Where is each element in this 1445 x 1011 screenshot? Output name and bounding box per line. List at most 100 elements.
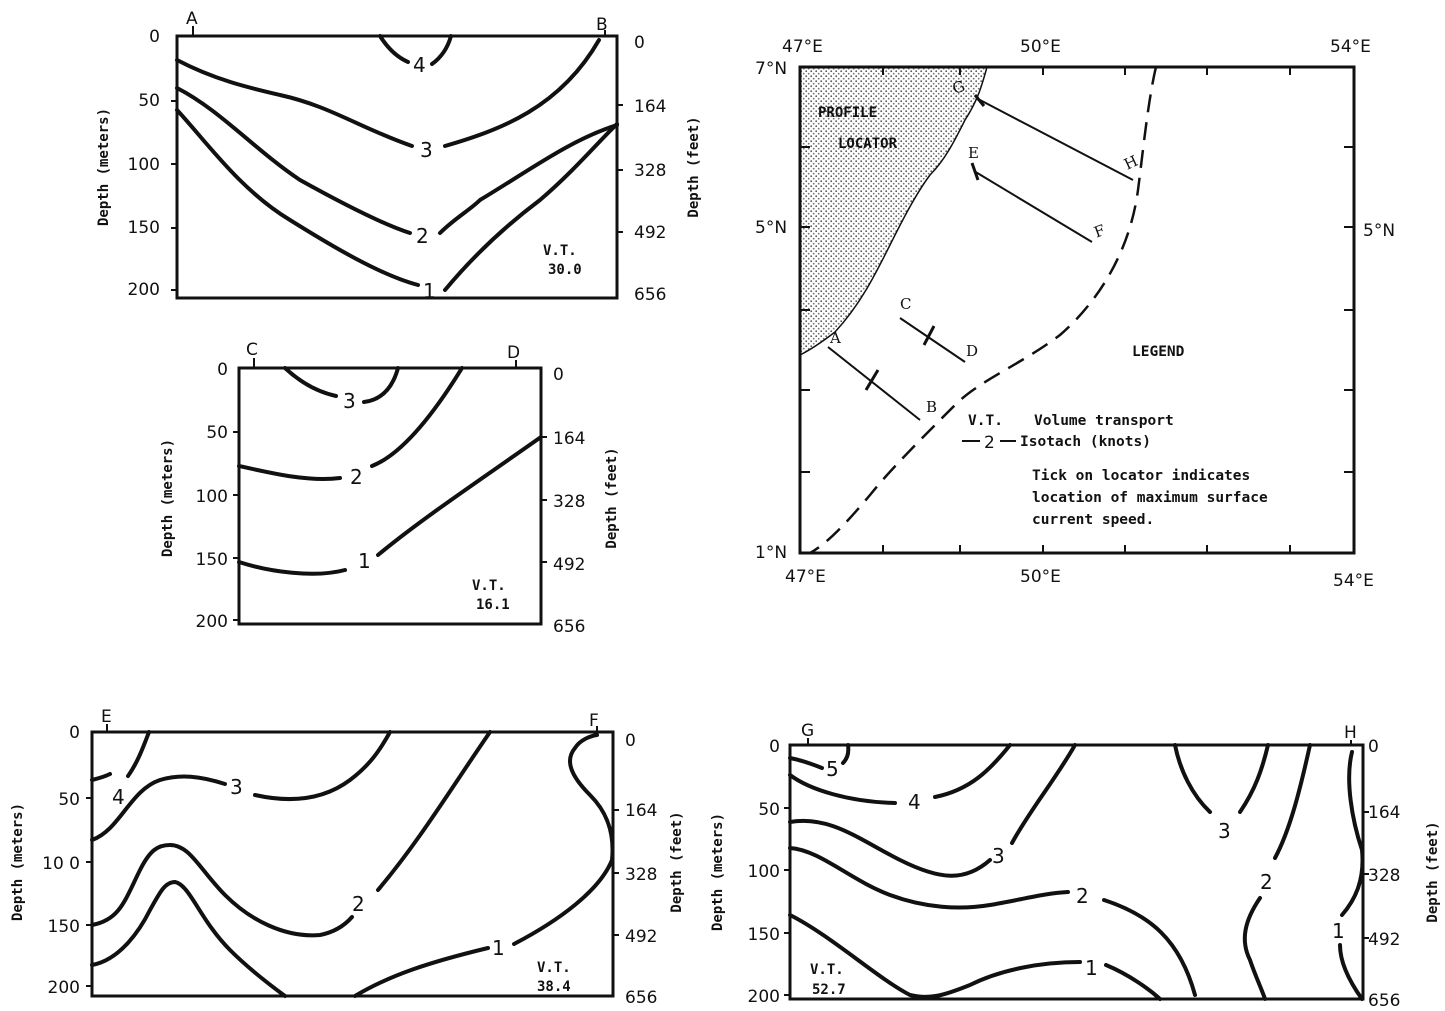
isotach-label: 2 xyxy=(352,892,365,916)
isotach-line xyxy=(443,122,619,292)
isotach-line xyxy=(788,818,992,878)
feet-label: 328 xyxy=(634,161,666,181)
feet-label: 0 xyxy=(625,731,636,751)
profile-ab-isotachs: 4 3 2 1 xyxy=(175,34,619,303)
isotach-line xyxy=(376,435,543,557)
profile-ab-feet-ticks: 0 164 328 492 656 xyxy=(617,33,666,305)
feet-label: 656 xyxy=(553,617,585,637)
isotach-label: 3 xyxy=(420,138,433,162)
meter-label: 0 xyxy=(69,723,80,743)
feet-label: 164 xyxy=(634,97,666,117)
profile-lines xyxy=(827,94,1134,421)
isotach-line xyxy=(443,38,601,148)
profile-line-gh xyxy=(979,99,1134,181)
profile-ef-end-label: F xyxy=(589,711,599,731)
meter-label: 150 xyxy=(196,550,228,570)
profile-cd-isotachs: 3 2 1 xyxy=(237,366,543,576)
lon-label: 50°E xyxy=(1020,37,1061,57)
meter-label: 50 xyxy=(758,800,780,820)
isotach-line xyxy=(353,946,490,998)
profile-line-cd xyxy=(899,317,966,363)
lat-label: 5°N xyxy=(1363,221,1395,241)
legend-iso-key: 2 xyxy=(984,433,995,453)
meter-label: 150 xyxy=(48,917,80,937)
locator-title-line2: LOCATOR xyxy=(838,136,898,152)
isotach-label: 1 xyxy=(1085,956,1098,980)
isotach-line xyxy=(430,34,453,66)
land-mass xyxy=(799,66,988,357)
lat-label: 1°N xyxy=(755,543,787,563)
point-label-h: H xyxy=(1121,152,1140,174)
isotach-line xyxy=(512,733,615,946)
meter-label: 200 xyxy=(128,280,160,300)
legend-iso-desc: Isotach (knots) xyxy=(1020,434,1151,450)
point-label-b: B xyxy=(926,398,937,416)
profile-ef-start-label: E xyxy=(101,707,112,727)
profile-locator-map: PROFILE LOCATOR xyxy=(755,37,1395,591)
isotach-line xyxy=(237,560,347,576)
isotach-label: 4 xyxy=(908,790,921,814)
isotach-label: 2 xyxy=(416,224,429,248)
profile-gh-meter-ticks: 0 50 100 150 200 xyxy=(748,737,790,1007)
profile-ef-isotachs: 4 3 2 1 xyxy=(90,730,615,998)
isotach-line xyxy=(1338,943,1364,1001)
isotach-line xyxy=(1273,743,1312,860)
profile-ef-meters-title: Depth (meters) xyxy=(10,803,26,921)
isotach-line xyxy=(933,743,1012,799)
point-label-e: E xyxy=(968,144,979,162)
isotach-label: 4 xyxy=(413,53,426,77)
profile-ab-meter-ticks: 0 50 100 150 200 xyxy=(128,27,177,300)
profile-line-ef xyxy=(973,170,1093,243)
profile-cd-end-label: D xyxy=(507,343,520,363)
profile-cd: C D 0 50 100 150 200 0 164 328 492 656 D… xyxy=(160,340,620,637)
isotach-line xyxy=(283,366,338,398)
isotach-line xyxy=(90,879,287,998)
isotach-line xyxy=(438,123,619,235)
profile-ab-vt-label: V.T. xyxy=(543,243,577,259)
meter-label: 100 xyxy=(748,862,780,882)
profile-ab-feet-title: Depth (feet) xyxy=(686,116,702,217)
lon-label: 54°E xyxy=(1330,37,1371,57)
feet-label: 164 xyxy=(1368,803,1400,823)
feet-label: 656 xyxy=(1368,991,1400,1011)
point-label-c: C xyxy=(900,295,911,313)
meter-label: 50 xyxy=(138,91,160,111)
isotach-line xyxy=(788,846,1070,910)
profile-gh-feet-ticks: 0 164 328 492 656 xyxy=(1363,737,1400,1011)
meter-label: 0 xyxy=(217,360,228,380)
isotach-label: 4 xyxy=(112,785,125,809)
feet-label: 656 xyxy=(634,285,666,305)
isotach-label: 2 xyxy=(1260,870,1273,894)
isotach-line xyxy=(841,743,851,765)
isotach-line xyxy=(1010,743,1077,845)
profile-gh-vt-label: V.T. xyxy=(810,962,844,978)
legend-vt-desc: Volume transport xyxy=(1034,413,1174,429)
profile-ef-vt-label: V.T. xyxy=(537,960,571,976)
point-label-f: F xyxy=(1092,221,1108,241)
isotach-label: 2 xyxy=(1076,884,1089,908)
isotach-label: 1 xyxy=(1332,919,1345,943)
isotach-line xyxy=(1242,896,1267,1001)
profile-cd-meter-ticks: 0 50 100 150 200 xyxy=(196,360,239,632)
isotach-label: 3 xyxy=(230,775,243,799)
isotach-line xyxy=(362,366,400,404)
meter-label: 200 xyxy=(48,978,80,998)
feet-label: 0 xyxy=(553,365,564,385)
profile-ab-start-label: A xyxy=(186,9,198,29)
isotach-line xyxy=(788,773,897,805)
feet-label: 0 xyxy=(634,33,645,53)
meter-label: 10 0 xyxy=(42,854,80,874)
profile-ef-feet-title: Depth (feet) xyxy=(669,811,685,912)
legend-note-line1: Tick on locator indicates xyxy=(1032,468,1250,484)
feet-label: 492 xyxy=(634,223,666,243)
meter-label: 100 xyxy=(196,487,228,507)
meter-label: 150 xyxy=(748,925,780,945)
profile-gh-isotachs: 5 4 3 2 1 3 2 1 xyxy=(788,743,1365,1001)
isotach-line xyxy=(788,756,824,770)
profile-cd-feet-title: Depth (feet) xyxy=(604,447,620,548)
isotach-line xyxy=(378,34,410,64)
map-ticks xyxy=(800,67,1354,553)
isotach-line xyxy=(90,774,227,842)
isotach-line xyxy=(376,730,492,892)
